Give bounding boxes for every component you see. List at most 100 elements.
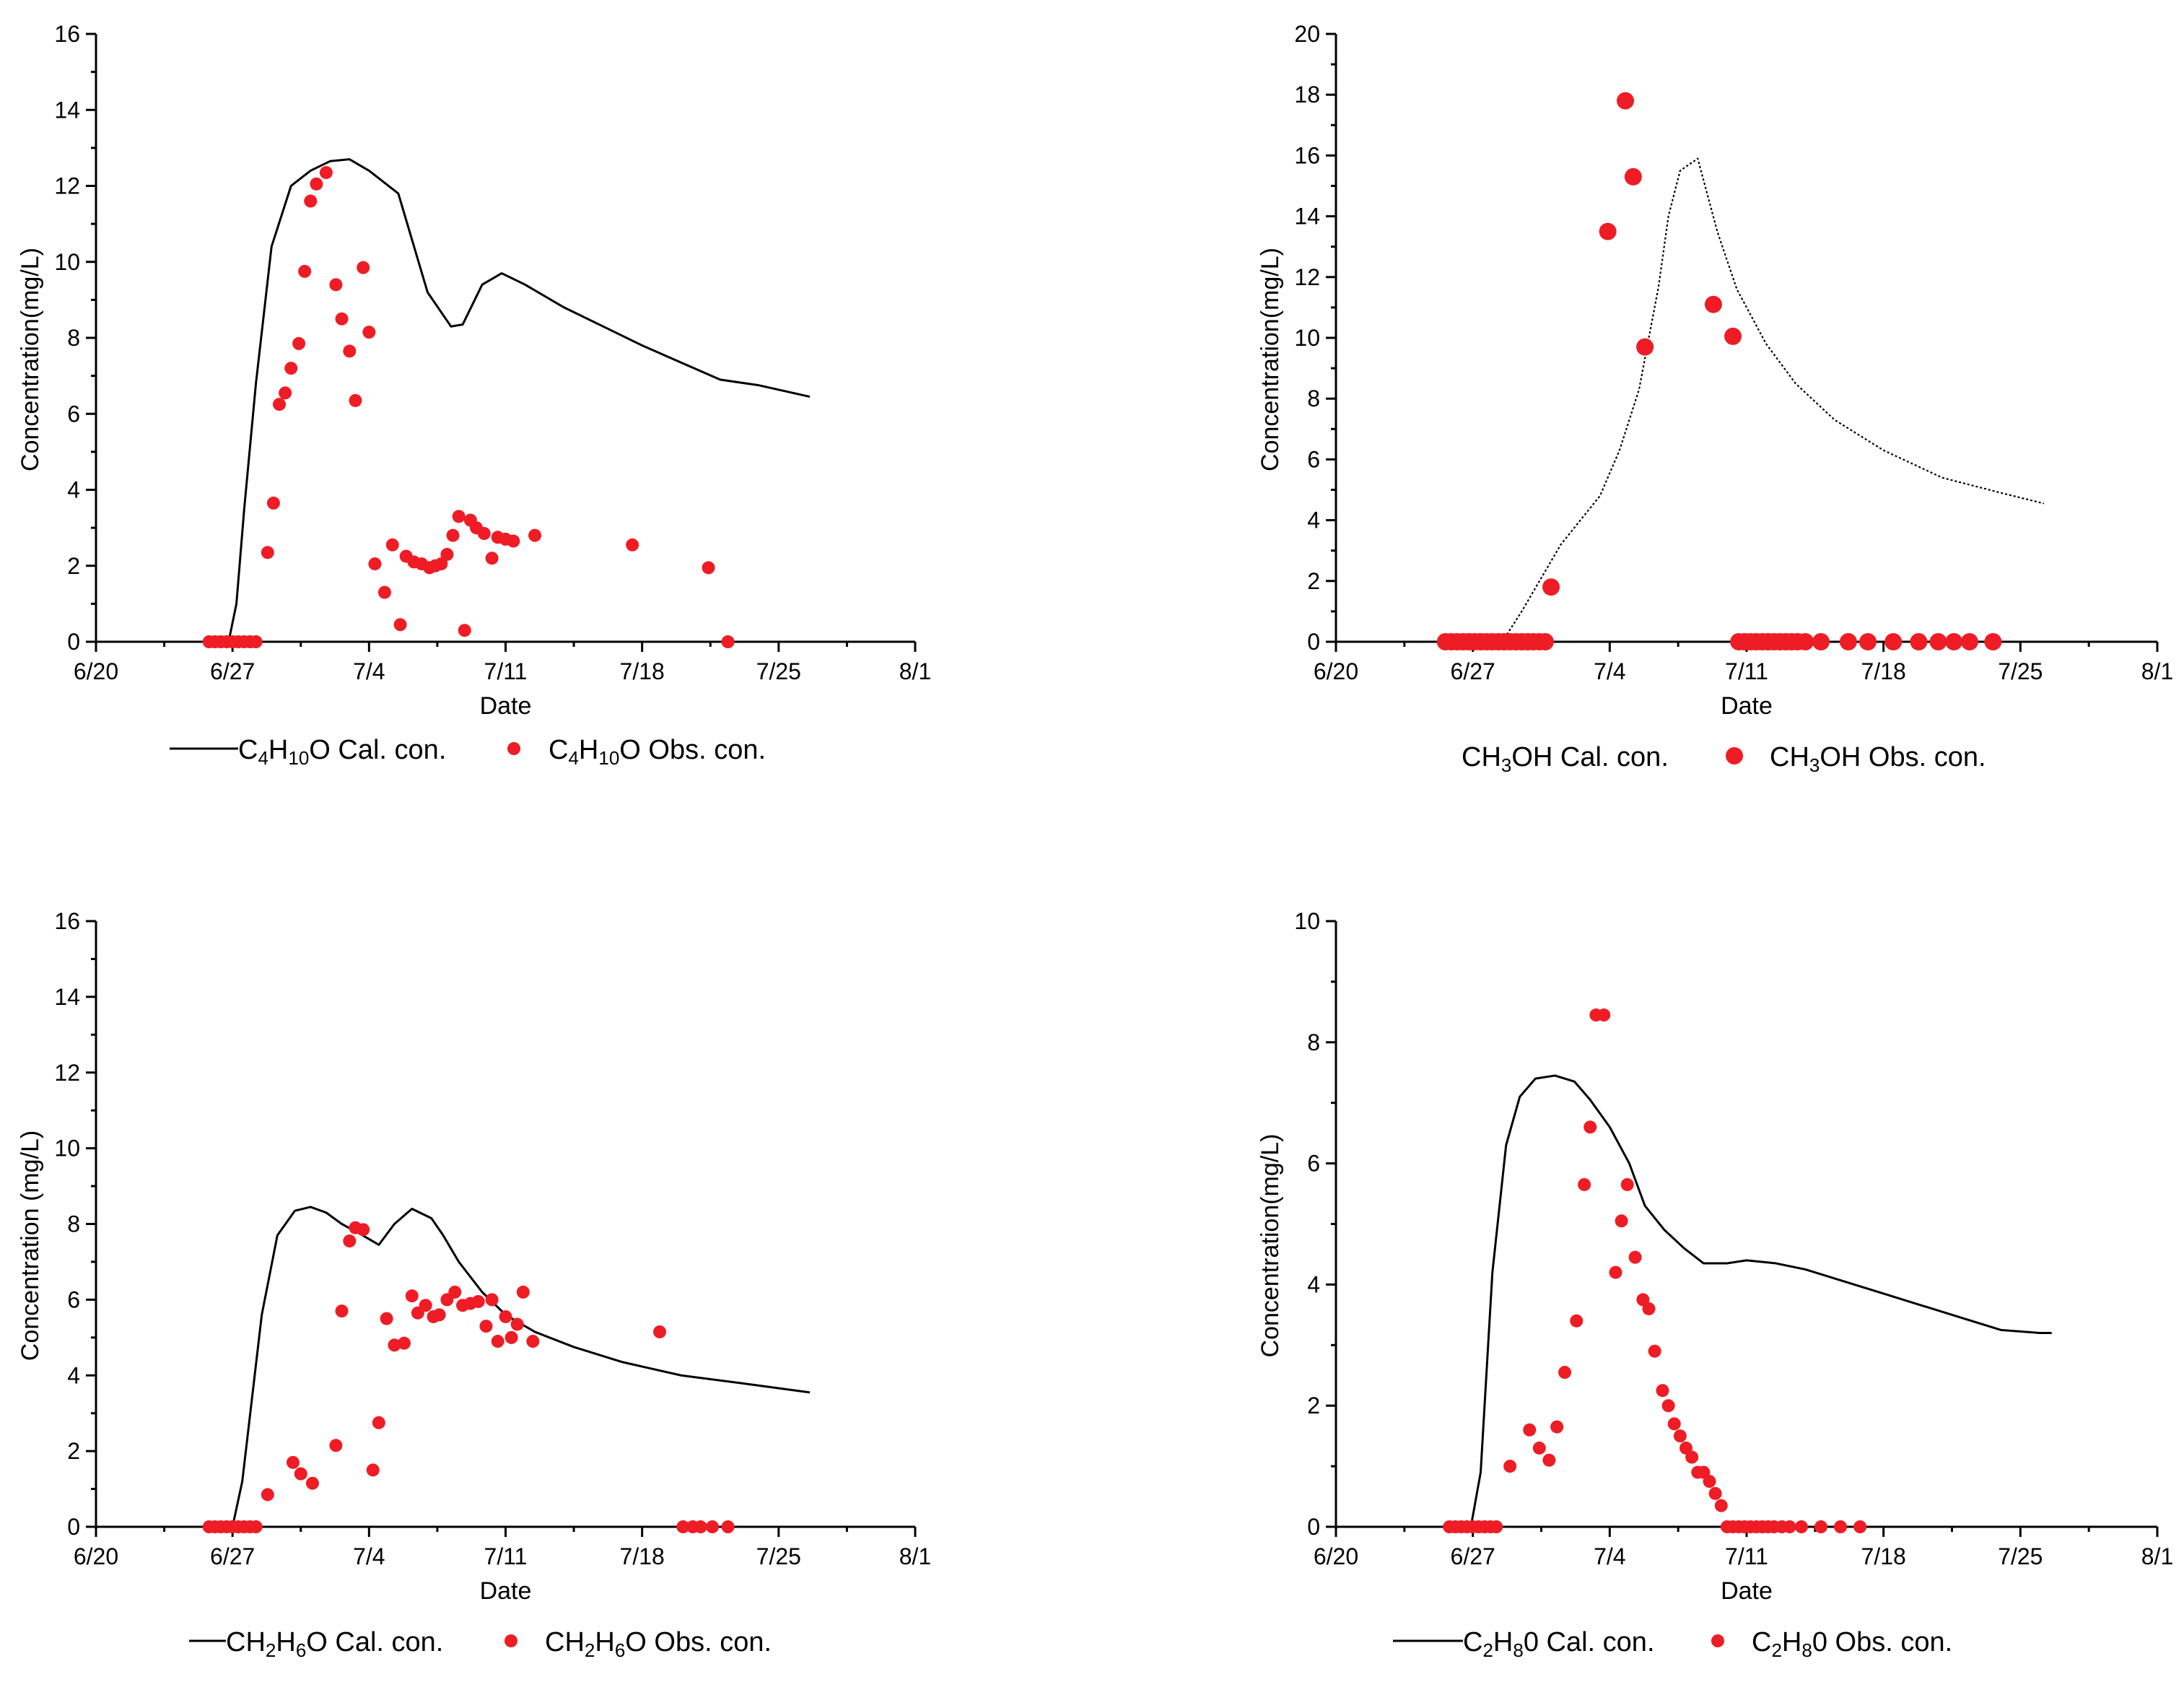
observed-point [349,393,362,407]
legend-suffix: Obs. con. [1861,742,1986,772]
observed-point [440,547,454,561]
observed-point [485,1293,499,1307]
observed-point [1642,1302,1656,1315]
x-tick-label: 7/18 [1861,1543,1906,1569]
x-tick-label: 7/25 [1998,1543,2043,1569]
y-tick-label: 8 [1307,1029,1320,1055]
observed-point [1960,633,1978,650]
legend-label-calculated: CH2H6O Cal. con. [226,1627,443,1661]
formula-part: CH [545,1627,585,1657]
y-tick-label: 0 [67,1514,80,1540]
observed-point [1834,1520,1848,1533]
formula-part: H [276,1627,295,1657]
observed-point [1884,633,1903,650]
formula-part: H [595,1627,614,1657]
observed-point [249,1520,263,1533]
formula-subscript: 10 [288,747,309,769]
x-tick-label: 6/20 [74,658,118,684]
observed-point [1584,1120,1597,1134]
x-tick-label: 7/18 [620,658,665,684]
formula-subscript: 6 [296,1639,306,1661]
observed-point [1814,1520,1827,1533]
x-tick-label: 7/4 [353,1543,385,1569]
formula-subscript: 3 [1809,754,1820,776]
formula-part: CH [226,1627,266,1657]
observed-point [366,1463,380,1477]
observed-point [652,1325,666,1338]
observed-point [1578,1177,1591,1191]
observed-point [393,618,407,632]
observed-point [1617,92,1635,110]
observed-point [1599,222,1617,240]
y-tick-label: 16 [54,908,80,934]
legend-label-observed: C4H10O Obs. con. [549,735,766,769]
legend-point-marker [504,1634,517,1647]
x-tick-label: 7/18 [620,1543,665,1569]
y-tick-label: 20 [1294,21,1320,47]
formula-part: CH [1462,742,1501,772]
observed-point [694,1520,707,1533]
observed-point [304,194,318,208]
chart-panel-1: 0 2 4 6 8 10 12 14 16 6/20 6/27 7/4 7/11 7/18 7/25 8/1 D… [17,21,931,769]
legend-suffix: Cal. con. [328,1627,444,1657]
observed-point [458,624,471,637]
y-tick-label: 4 [67,1362,80,1388]
formula-subscript: 2 [585,1639,595,1661]
observed-point [284,362,298,375]
y-tick-label: 2 [67,1438,80,1464]
observed-point [249,635,263,648]
y-axis-title: Concentration(mg/L) [17,248,44,471]
observed-point [1812,633,1830,650]
observed-point [1628,1250,1642,1264]
observed-point [491,1335,504,1348]
y-tick-label: 12 [54,1060,80,1086]
observed-point [343,344,357,358]
observed-point [405,1289,419,1303]
observed-point [357,1223,370,1237]
legend-point-marker [507,742,520,755]
legend: C4H10O Cal. con. C4H10O Obs. con. [170,735,766,769]
y-tick-label: 4 [1307,1271,1320,1297]
observed-point [1503,1460,1517,1473]
observed-point [1661,1399,1675,1413]
x-tick-label: 6/27 [210,658,255,684]
x-tick-label: 7/4 [1594,1543,1625,1569]
observed-point [1724,327,1742,345]
y-tick-label: 0 [1307,629,1320,655]
observed-point [329,1439,343,1452]
x-axis-title: Date [480,692,532,720]
observed-point [452,510,466,523]
observed-point [1984,633,2002,650]
observed-point [1620,1177,1634,1191]
observed-point [504,1330,518,1344]
x-tick-label: 6/20 [1314,1543,1358,1569]
formula-part: C [1463,1627,1482,1657]
legend-label-observed: CH2H6O Obs. con. [545,1627,772,1661]
observed-point [377,585,391,599]
legend-suffix: Obs. con. [647,1627,772,1657]
formula-part: O [625,1627,647,1657]
formula-subscript: 2 [1482,1639,1493,1661]
legend-label-observed: C2H80 Obs. con. [1752,1627,1952,1661]
observed-point [1648,1344,1661,1358]
x-tick-label: 7/4 [1594,658,1625,684]
formula-subscript: 3 [1501,754,1511,776]
legend-label-calculated: CH3OH Cal. con. [1462,742,1669,776]
observed-points [1436,92,2002,650]
x-tick-label: 7/11 [1725,658,1768,684]
formula-part: H [579,735,598,765]
observed-point [419,1299,432,1312]
formula-subscript: 8 [1801,1639,1812,1661]
observed-point [1542,578,1560,596]
observed-points [1443,1008,1867,1533]
legend-suffix: Cal. con. [331,735,447,765]
formula-subscript: 6 [615,1639,625,1661]
x-axis-title: Date [1721,692,1773,720]
observed-point [298,264,312,278]
observed-point [626,538,639,552]
x-tick-label: 6/20 [74,1543,118,1569]
observed-point [705,1520,719,1533]
y-tick-label: 8 [1307,385,1320,411]
calculated-concentration-line [1501,157,2045,642]
observed-point [357,261,370,274]
